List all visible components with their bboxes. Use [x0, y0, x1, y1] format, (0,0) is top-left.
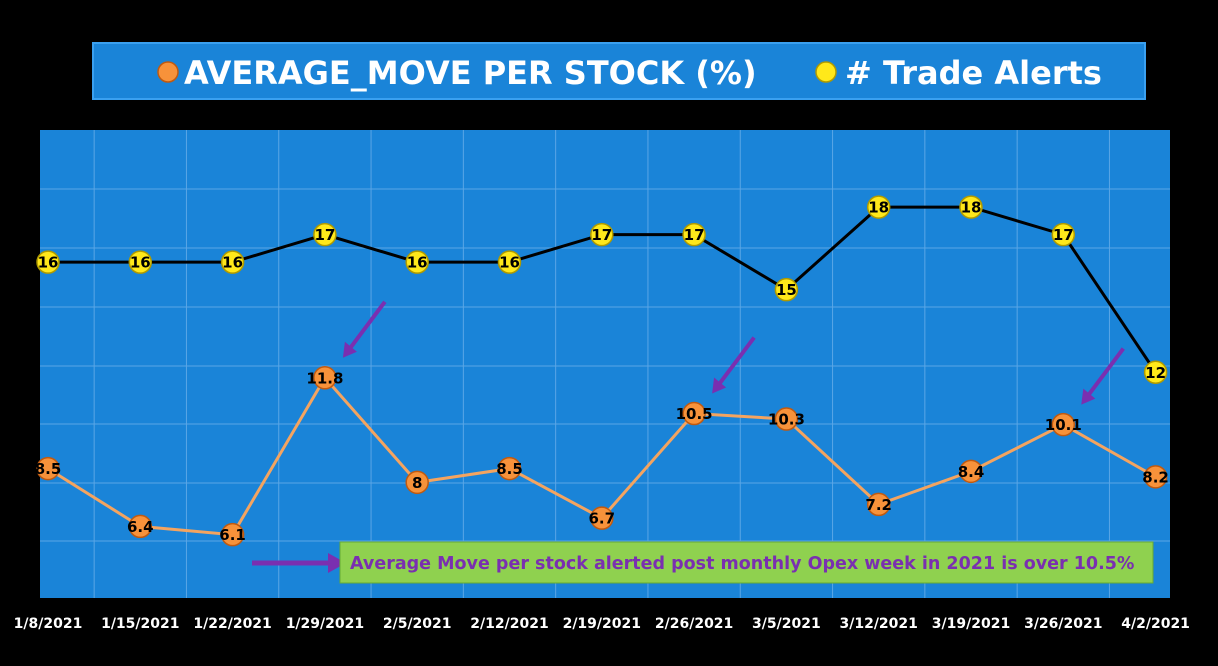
data-point-avg-move	[497, 456, 522, 481]
data-label-alerts: 17	[591, 226, 612, 244]
data-point-alerts	[405, 250, 429, 274]
data-label-alerts: 15	[776, 281, 797, 299]
data-label-avg-move: 6.4	[127, 518, 154, 536]
data-point-alerts	[866, 195, 891, 219]
data-point-alerts	[682, 222, 706, 247]
legend-alerts-marker	[815, 61, 837, 83]
highlight-arrow-head	[712, 377, 727, 394]
data-point-alerts	[590, 222, 614, 247]
data-point-alerts	[959, 195, 983, 219]
annotation: Average Move per stock alerted post mont…	[252, 541, 1154, 584]
data-point-alerts	[36, 250, 60, 274]
x-tick-label: 3/26/2021	[1024, 616, 1102, 632]
data-point-alerts	[313, 222, 337, 247]
highlight-arrow-shaft	[347, 300, 387, 351]
data-label-avg-move: 8.2	[1142, 468, 1169, 486]
highlight-arrow-head	[342, 341, 357, 358]
data-point-avg-move	[1051, 412, 1076, 437]
x-tick-label: 2/19/2021	[563, 616, 641, 632]
annotation-arrow-head	[328, 553, 346, 573]
data-label-avg-move: 11.8	[306, 369, 343, 387]
data-label-alerts: 16	[407, 254, 428, 272]
data-label-alerts: 16	[130, 254, 151, 272]
data-point-alerts	[1143, 360, 1168, 385]
data-label-avg-move: 10.5	[676, 405, 713, 423]
annotation-text: Average Move per stock alerted post mont…	[350, 554, 1134, 574]
data-label-alerts: 17	[684, 226, 705, 244]
x-tick-label: 3/19/2021	[932, 616, 1010, 632]
data-label-avg-move: 8.5	[496, 460, 523, 478]
data-label-alerts: 18	[868, 199, 889, 217]
series-markers: 8.5 6.4 6.1 11.8 8 8.5 6.7 10.5 10.3 7.2 8.4 10.1 8.…	[35, 195, 1169, 547]
x-tick-label: 4/2/2021	[1121, 616, 1190, 632]
data-label-avg-move: 6.1	[219, 526, 246, 544]
data-label-avg-move: 10.3	[768, 411, 805, 429]
data-label-avg-move: 8	[412, 474, 422, 492]
data-point-avg-move	[866, 492, 891, 517]
highlight-arrows	[342, 300, 1125, 405]
data-point-avg-move	[1143, 465, 1168, 489]
data-point-avg-move	[682, 401, 706, 426]
data-point-alerts	[1051, 222, 1076, 247]
legend-avg-move-label: AVERAGE_MOVE PER STOCK (%)	[184, 54, 757, 92]
annotation-box	[339, 541, 1154, 584]
data-point-alerts	[497, 250, 522, 274]
x-tick-label: 1/22/2021	[193, 616, 271, 632]
x-tick-label: 1/15/2021	[101, 616, 179, 632]
data-label-alerts: 16	[222, 254, 243, 272]
highlight-arrow-shaft	[1085, 347, 1125, 398]
data-point-avg-move	[774, 407, 799, 431]
data-label-avg-move: 7.2	[865, 496, 892, 514]
x-tick-label: 3/5/2021	[752, 616, 821, 632]
data-label-alerts: 16	[499, 254, 520, 272]
data-label-alerts: 17	[1053, 226, 1074, 244]
data-point-avg-move	[590, 506, 614, 530]
x-axis-ticks: 1/8/2021 1/15/2021 1/22/2021 1/29/2021 2/5/2…	[14, 616, 1190, 632]
legend-box	[92, 42, 1146, 100]
data-point-avg-move	[36, 456, 60, 481]
data-point-avg-move	[220, 522, 245, 547]
gridlines	[40, 130, 1170, 598]
x-tick-label: 3/12/2021	[839, 616, 917, 632]
data-point-avg-move	[405, 470, 429, 495]
data-point-avg-move	[128, 514, 153, 539]
x-tick-label: 2/12/2021	[470, 616, 548, 632]
highlight-arrow-head	[1081, 388, 1096, 405]
data-point-alerts	[774, 277, 799, 302]
legend-avg-move-marker	[157, 61, 179, 83]
data-point-alerts	[128, 250, 153, 274]
data-label-alerts: 12	[1145, 364, 1166, 382]
x-tick-label: 1/8/2021	[14, 616, 83, 632]
x-tick-label: 2/26/2021	[655, 616, 733, 632]
x-tick-label: 2/5/2021	[383, 616, 452, 632]
data-point-alerts	[220, 250, 245, 274]
data-point-avg-move	[959, 459, 983, 484]
data-point-avg-move	[313, 366, 337, 390]
data-label-alerts: 17	[314, 226, 335, 244]
data-label-avg-move: 10.1	[1045, 416, 1082, 434]
data-label-alerts: 16	[38, 254, 59, 272]
data-label-avg-move: 6.7	[589, 510, 616, 528]
highlight-arrow-shaft	[716, 336, 756, 387]
data-label-avg-move: 8.4	[958, 463, 985, 481]
data-label-alerts: 18	[961, 199, 982, 217]
data-label-avg-move: 8.5	[35, 460, 62, 478]
x-tick-label: 1/29/2021	[286, 616, 364, 632]
legend-alerts-label: # Trade Alerts	[845, 54, 1102, 92]
legend: AVERAGE_MOVE PER STOCK (%) # Trade Alert…	[157, 54, 1102, 92]
